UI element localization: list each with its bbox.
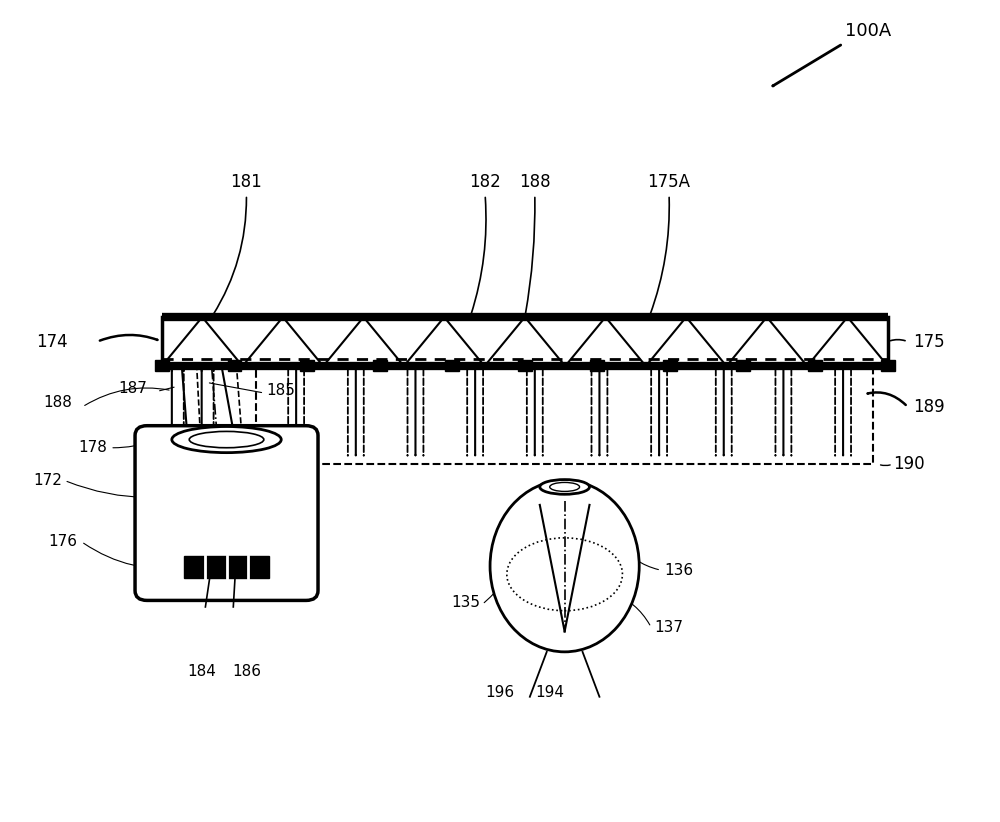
Text: 181: 181 [231,173,262,191]
Bar [155,359,169,371]
Bar [162,317,888,366]
Bar [808,359,822,371]
Ellipse shape [540,479,590,494]
Text: 194: 194 [535,685,564,700]
Text: 189: 189 [913,398,944,416]
Text: 186: 186 [232,664,261,679]
Bar [445,359,459,371]
Text: 175: 175 [913,333,944,351]
Bar [256,366,873,464]
Bar [881,359,895,371]
Ellipse shape [550,483,580,492]
Text: 184: 184 [187,664,216,679]
Text: 187: 187 [118,381,147,395]
Text: 135: 135 [451,595,480,611]
Text: 190: 190 [893,455,924,473]
Text: 188: 188 [44,395,72,410]
Ellipse shape [490,480,639,652]
Bar [300,359,314,371]
Text: 174: 174 [36,333,67,351]
Ellipse shape [189,432,264,448]
Text: 175A: 175A [648,173,691,191]
Text: 185: 185 [266,383,295,398]
Text: 137: 137 [654,620,683,635]
Text: 196: 196 [485,685,515,700]
Bar [590,359,604,371]
Bar [518,359,532,371]
Text: 172: 172 [34,473,62,488]
Bar [184,556,269,579]
Text: 136: 136 [664,563,693,578]
Bar [373,359,387,371]
Ellipse shape [172,427,281,453]
Text: 178: 178 [78,441,107,455]
Bar [663,359,677,371]
Bar [228,359,241,371]
Text: 188: 188 [519,173,551,191]
Bar [736,359,750,371]
FancyBboxPatch shape [135,426,318,600]
Text: 176: 176 [48,534,77,549]
Text: 182: 182 [469,173,501,191]
Text: 100A: 100A [845,22,891,40]
